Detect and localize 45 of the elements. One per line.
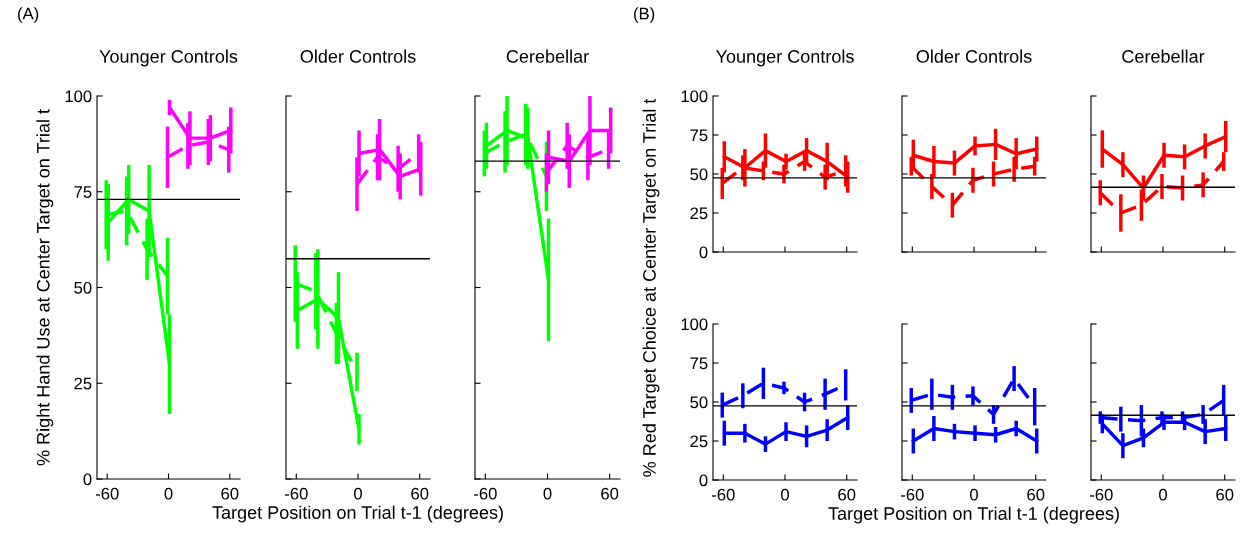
x-tick-label: -60 — [900, 488, 924, 501]
x-tick-label: 60 — [411, 487, 429, 500]
chart-title: Younger Controls — [715, 49, 854, 67]
x-tick-label: 60 — [1027, 488, 1045, 501]
chart-title: Cerebellar — [506, 49, 589, 63]
y-tick-label: 75 — [74, 186, 92, 198]
y-tick-label: 0 — [699, 474, 708, 487]
y-axis-title: % Right Hand Use at Center Target on Trial t — [36, 109, 54, 466]
x-tick-label: -60 — [95, 487, 119, 500]
y-tick-label: 25 — [74, 377, 92, 390]
x-axis-title: Target Position on Trial t-1 (degrees) — [212, 505, 503, 523]
x-tick-label: 0 — [970, 488, 978, 501]
chart-title: Older Controls — [300, 49, 416, 63]
x-tick-label: 60 — [1216, 488, 1234, 501]
y-axis-title: % Red Target Choice at Center Target on Trial t — [642, 98, 660, 477]
x-axis-title: Target Position on Trial t-1 (degrees) — [828, 506, 1119, 524]
y-tick-label: 50 — [74, 281, 92, 294]
x-tick-label: 60 — [601, 487, 619, 500]
text: (A) — [18, 7, 39, 23]
y-tick-label: 75 — [690, 129, 708, 142]
x-tick-label: 0 — [1159, 488, 1167, 501]
x-tick-label: 0 — [543, 487, 552, 500]
x-tick-label: -60 — [1089, 488, 1113, 501]
y-tick-label: 25 — [690, 207, 708, 220]
y-tick-label: 0 — [83, 473, 92, 486]
x-tick-label: -60 — [474, 487, 497, 500]
chart-title: Younger Controls — [99, 49, 238, 67]
y-tick-label: 100 — [65, 90, 92, 103]
y-tick-label: 0 — [699, 246, 708, 259]
y-tick-label: 50 — [690, 168, 708, 181]
x-tick-label: 0 — [781, 488, 789, 501]
y-tick-label: 100 — [681, 318, 708, 331]
chart-title: Older Controls — [916, 49, 1032, 63]
text: (B) — [634, 7, 655, 23]
y-tick-label: 50 — [690, 396, 708, 409]
x-tick-label: 0 — [354, 487, 362, 500]
x-tick-label: -60 — [284, 487, 308, 500]
chart-title: Cerebellar — [1122, 49, 1205, 63]
x-tick-label: 60 — [838, 488, 856, 501]
x-tick-label: 0 — [164, 487, 173, 500]
x-tick-label: 60 — [221, 487, 239, 500]
x-tick-label: -60 — [711, 488, 735, 501]
y-tick-label: 100 — [681, 90, 708, 103]
y-tick-label: 75 — [690, 357, 708, 370]
y-tick-label: 25 — [690, 435, 708, 448]
